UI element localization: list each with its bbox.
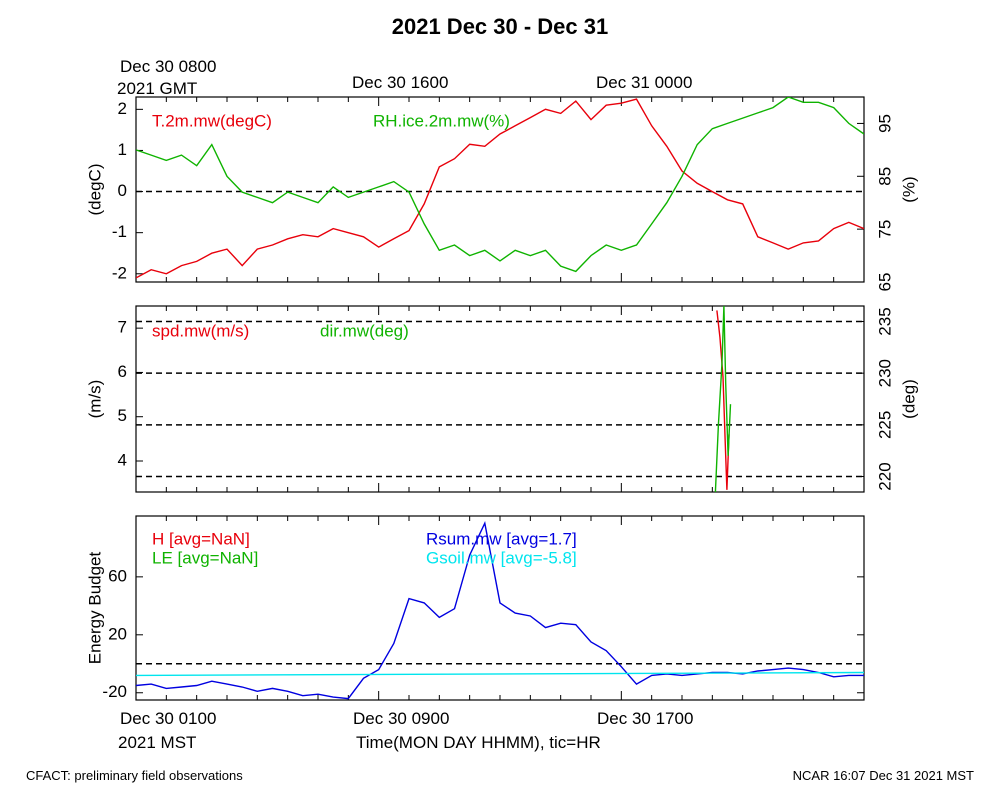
legend-entry: RH.ice.2m.mw(%) bbox=[373, 111, 510, 130]
top-axis-tick-label: Dec 30 1600 bbox=[352, 73, 449, 92]
y-right-tick-label: 220 bbox=[875, 462, 894, 490]
y-right-tick-label: 95 bbox=[875, 114, 894, 133]
y-tick-label: 6 bbox=[118, 362, 127, 381]
y-right-tick-label: 230 bbox=[875, 359, 894, 387]
y-tick-label: 20 bbox=[108, 624, 127, 643]
bottom-axis-tick-label: Dec 30 0900 bbox=[353, 709, 450, 728]
legend-entry: Gsoil.mw [avg=-5.8] bbox=[426, 548, 577, 567]
y-axis-title: Energy Budget bbox=[85, 551, 104, 664]
x-axis-title: Time(MON DAY HHMM), tic=HR bbox=[356, 733, 601, 752]
y-tick-label: 2 bbox=[118, 99, 127, 118]
legend-entry: spd.mw(m/s) bbox=[152, 321, 249, 340]
series-line bbox=[136, 97, 864, 273]
legend-entry: T.2m.mw(degC) bbox=[152, 111, 272, 130]
y-tick-label: 1 bbox=[118, 140, 127, 159]
legend-entry: LE [avg=NaN] bbox=[152, 548, 258, 567]
y-right-axis-title: (deg) bbox=[899, 379, 918, 419]
y-tick-label: 7 bbox=[118, 318, 127, 337]
y-right-tick-label: 65 bbox=[875, 273, 894, 292]
y-right-tick-label: 225 bbox=[875, 411, 894, 439]
series-line bbox=[716, 310, 730, 490]
footer-right-note: NCAR 16:07 Dec 31 2021 MST bbox=[792, 768, 974, 783]
top-axis-tick-label: Dec 31 0000 bbox=[596, 73, 693, 92]
y-right-axis-title: (%) bbox=[899, 176, 918, 202]
legend-entry: dir.mw(deg) bbox=[320, 321, 409, 340]
y-right-tick-label: 235 bbox=[875, 307, 894, 335]
legend-entry: Rsum.mw [avg=1.7] bbox=[426, 529, 577, 548]
y-axis-title: (m/s) bbox=[85, 380, 104, 419]
y-tick-label: 60 bbox=[108, 566, 127, 585]
top-axis-start-label: Dec 30 0800 bbox=[120, 57, 217, 76]
series-line bbox=[136, 520, 864, 700]
y-tick-label: -1 bbox=[112, 222, 127, 241]
bottom-axis-start-label: Dec 30 0100 bbox=[120, 709, 217, 728]
y-right-tick-label: 85 bbox=[875, 167, 894, 186]
bottom-axis-start-sublabel: 2021 MST bbox=[118, 733, 197, 752]
bottom-axis-tick-label: Dec 30 1700 bbox=[597, 709, 694, 728]
top-axis-start-sublabel: 2021 GMT bbox=[117, 79, 198, 98]
legend-entry: H [avg=NaN] bbox=[152, 529, 250, 548]
y-tick-label: -20 bbox=[102, 682, 127, 701]
y-tick-label: -2 bbox=[112, 263, 127, 282]
y-axis-title: (degC) bbox=[85, 164, 104, 216]
chart-title: 2021 Dec 30 - Dec 31 bbox=[391, 14, 609, 39]
series-line bbox=[136, 671, 864, 677]
series-line bbox=[136, 98, 864, 279]
y-right-tick-label: 75 bbox=[875, 220, 894, 239]
y-tick-label: 4 bbox=[118, 450, 127, 469]
y-tick-label: 0 bbox=[118, 181, 127, 200]
y-tick-label: 5 bbox=[118, 406, 127, 425]
series-line bbox=[714, 306, 732, 492]
footer-left-note: CFACT: preliminary field observations bbox=[26, 768, 243, 783]
